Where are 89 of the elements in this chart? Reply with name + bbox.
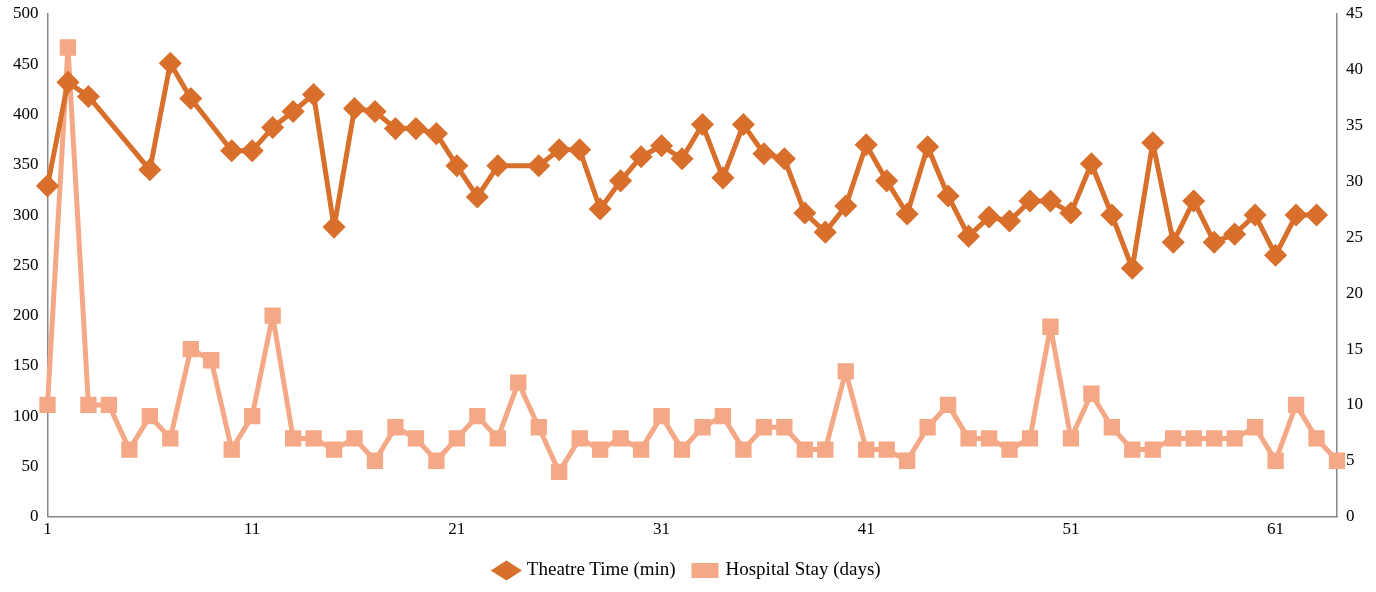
- y-tick-label: 350: [13, 154, 39, 174]
- y-tick-label: 0: [30, 506, 39, 526]
- point: [405, 118, 427, 140]
- y2-tick-label: 35: [1346, 115, 1363, 135]
- point: [630, 146, 652, 168]
- x-tick-label: 11: [244, 519, 261, 539]
- point: [303, 83, 325, 105]
- point: [1060, 202, 1082, 224]
- y2-tick-label: 10: [1346, 394, 1363, 414]
- point: [1306, 204, 1328, 226]
- point: [773, 148, 795, 170]
- point: [732, 114, 754, 136]
- point: [958, 225, 980, 247]
- y-tick-label: 250: [13, 254, 39, 274]
- point: [876, 170, 898, 192]
- x-tick-label: 1: [43, 519, 52, 539]
- y-tick-label: 100: [13, 405, 39, 425]
- point: [1121, 257, 1143, 279]
- point: [159, 52, 181, 74]
- y2-tick-label: 25: [1346, 226, 1363, 246]
- x-tick-label: 41: [857, 519, 875, 539]
- y-tick-label: 50: [21, 455, 39, 475]
- point: [589, 198, 611, 220]
- y-tick-label: 200: [13, 305, 39, 325]
- point: [937, 185, 959, 207]
- point: [712, 167, 734, 189]
- point: [691, 114, 713, 136]
- point: [917, 136, 939, 158]
- y-tick-label: 500: [13, 3, 39, 23]
- point: [57, 71, 79, 93]
- point: [344, 97, 366, 119]
- point: [1203, 231, 1225, 253]
- point: [671, 148, 693, 170]
- point: [1162, 231, 1184, 253]
- point: [1285, 204, 1307, 226]
- y2-tick-label: 0: [1346, 506, 1355, 526]
- point: [180, 87, 202, 109]
- point: [794, 202, 816, 224]
- point: [446, 155, 468, 177]
- point: [753, 143, 775, 165]
- x-tick-label: 31: [653, 519, 671, 539]
- point: [1039, 190, 1061, 212]
- point: [978, 206, 1000, 228]
- legend-label: Hospital Stay (days): [725, 558, 881, 581]
- point: [814, 221, 836, 243]
- point: [1224, 223, 1246, 245]
- legend-label: Theatre Time (min): [526, 558, 676, 581]
- y2-tick-label: 5: [1346, 450, 1355, 470]
- x-tick-label: 61: [1267, 519, 1285, 539]
- point: [241, 140, 263, 162]
- point: [466, 186, 488, 208]
- point: [1265, 244, 1287, 266]
- y2-tick-label: 20: [1346, 282, 1363, 302]
- y-tick-label: 150: [13, 355, 39, 375]
- x-tick-label: 51: [1062, 519, 1080, 539]
- x-tick-label: 21: [448, 519, 466, 539]
- point: [262, 117, 284, 139]
- point: [1101, 204, 1123, 226]
- point: [610, 170, 632, 192]
- point: [835, 195, 857, 217]
- point: [323, 216, 345, 238]
- point: [1183, 190, 1205, 212]
- point: [1019, 190, 1041, 212]
- point: [569, 139, 591, 161]
- y2-tick-label: 40: [1346, 59, 1363, 79]
- point: [37, 175, 58, 197]
- point: [221, 140, 243, 162]
- y-tick-label: 450: [13, 53, 39, 73]
- point: [139, 159, 161, 181]
- point: [487, 155, 509, 177]
- point: [855, 134, 877, 156]
- point: [282, 101, 304, 122]
- y-tick-label: 300: [13, 204, 39, 224]
- y2-tick-label: 45: [1346, 3, 1363, 23]
- point: [528, 155, 550, 177]
- y-tick-label: 400: [13, 103, 39, 123]
- point: [1244, 204, 1266, 226]
- point: [1142, 132, 1164, 154]
- point: [548, 139, 570, 161]
- point: [1080, 153, 1102, 175]
- point: [364, 101, 386, 122]
- point: [651, 135, 673, 157]
- point: [999, 210, 1021, 232]
- y2-tick-label: 30: [1346, 171, 1363, 190]
- point: [77, 85, 99, 107]
- point: [896, 203, 918, 225]
- point: [425, 123, 447, 145]
- point: [384, 118, 406, 140]
- y2-tick-label: 15: [1346, 338, 1363, 358]
